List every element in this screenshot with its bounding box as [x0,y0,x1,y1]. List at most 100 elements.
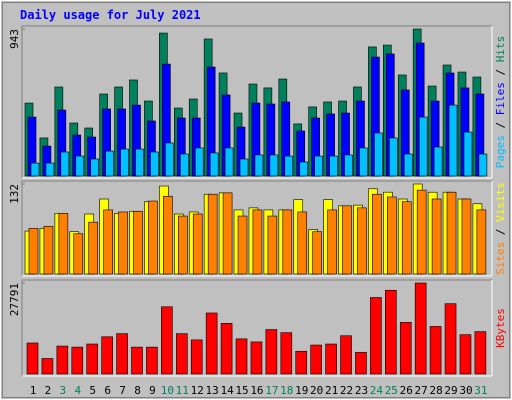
bar [418,116,428,177]
bar [75,155,85,177]
bar [56,345,69,375]
x-tick-label: 22 [340,384,353,397]
bar [478,153,488,177]
bar [389,137,398,177]
bar [299,161,309,177]
bar [41,358,54,375]
bar [88,221,99,275]
x-tick-label: 10 [161,384,174,397]
x-tick-label: 19 [295,384,308,397]
bar [401,201,412,275]
bar [314,155,323,177]
x-tick-label: 20 [310,384,323,397]
bar [342,205,352,275]
bar [146,346,158,375]
bar [148,200,158,275]
bar [165,142,174,177]
bar [265,329,278,375]
bar [267,215,278,275]
x-tick-label: 24 [370,384,384,397]
bar [448,104,458,177]
bar [28,228,39,275]
legend-entry: Sites [494,242,507,275]
bar [180,153,189,177]
bar [131,346,143,375]
x-tick-label: 8 [134,384,141,397]
bar [461,198,472,275]
y-tick-label: 132 [8,184,21,204]
bar [71,346,84,375]
x-tick-label: 26 [400,384,413,397]
bar [90,158,100,177]
bar [414,282,427,375]
bar [387,196,397,275]
legend-entry: KBytes [494,308,507,348]
legend-entry: Visits [494,182,507,222]
bar [399,321,412,375]
bar [220,323,233,375]
bar [372,193,382,275]
bar [45,162,55,177]
x-tick-label: 18 [280,384,293,397]
x-tick-label: 1 [30,384,37,397]
bar [252,209,263,275]
bar [190,339,203,375]
bar [178,215,188,275]
bar [239,158,249,177]
bar [403,153,413,177]
x-tick-label: 31 [474,384,487,397]
x-tick-label: 9 [149,384,156,397]
legend: Sites / Visits [494,182,507,275]
bar [235,338,248,375]
bar [101,336,113,375]
bar [250,341,263,375]
x-tick-label: 15 [235,384,248,397]
x-tick-label: 11 [176,384,189,397]
bar [325,343,337,375]
bar [150,151,159,177]
bar [463,131,473,177]
bar [161,306,173,375]
x-tick-label: 21 [325,384,338,397]
bar [269,154,279,177]
x-tick-label: 14 [220,384,234,397]
bar [58,213,69,275]
bar [327,209,337,275]
bar [120,148,129,177]
bar [86,343,99,375]
chart-title: Daily usage for July 2021 [20,8,201,22]
bar [205,312,218,375]
bar [431,198,442,275]
bar [344,154,353,177]
bar [385,289,397,375]
bar [446,191,457,275]
bar [476,209,487,275]
legend-separator: / [494,222,507,242]
bar [329,155,338,177]
x-tick-label: 12 [191,384,204,397]
bar [118,211,128,275]
bar [105,150,114,177]
bar [103,209,113,275]
y-tick-label: 27791 [8,283,21,316]
bar [133,210,143,275]
bar [459,334,472,375]
bar [176,333,188,375]
x-tick-label: 23 [355,384,368,397]
x-tick-label: 2 [45,384,52,397]
legend-separator: / [494,62,507,82]
bar [444,303,457,375]
bar [374,132,383,177]
bar [194,147,204,177]
bar [355,351,367,375]
bar [433,146,443,177]
bar [163,195,173,275]
bar [312,231,322,275]
x-tick-label: 17 [265,384,278,397]
bar [357,207,367,275]
bar [416,189,427,275]
x-tick-label: 29 [444,384,457,397]
x-tick-label: 27 [415,384,428,397]
